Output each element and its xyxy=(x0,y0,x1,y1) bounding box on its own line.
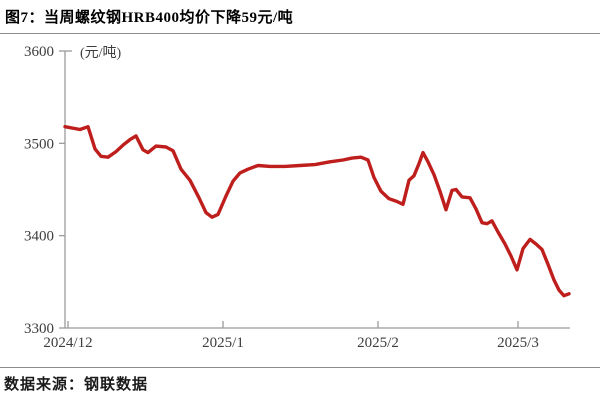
x-tick-label: 2025/3 xyxy=(497,335,539,351)
data-source-note: 数据来源：钢联数据 xyxy=(4,377,149,393)
y-tick-label: 3500 xyxy=(24,136,54,152)
price-line xyxy=(63,124,571,298)
y-tick-label: 3300 xyxy=(24,321,54,337)
x-tick-label: 2025/1 xyxy=(202,335,244,351)
chart-title: 图7：当周螺纹钢HRB400均价下降59元/吨 xyxy=(5,10,294,26)
y-axis-unit-label: (元/吨) xyxy=(80,45,122,61)
y-tick-label: 3400 xyxy=(24,229,54,245)
title-divider xyxy=(0,33,600,34)
x-tick-label: 2024/12 xyxy=(43,335,92,351)
footer-divider xyxy=(0,367,600,368)
x-tick-label: 2025/2 xyxy=(357,335,399,351)
y-tick-label: 3600 xyxy=(24,44,54,60)
